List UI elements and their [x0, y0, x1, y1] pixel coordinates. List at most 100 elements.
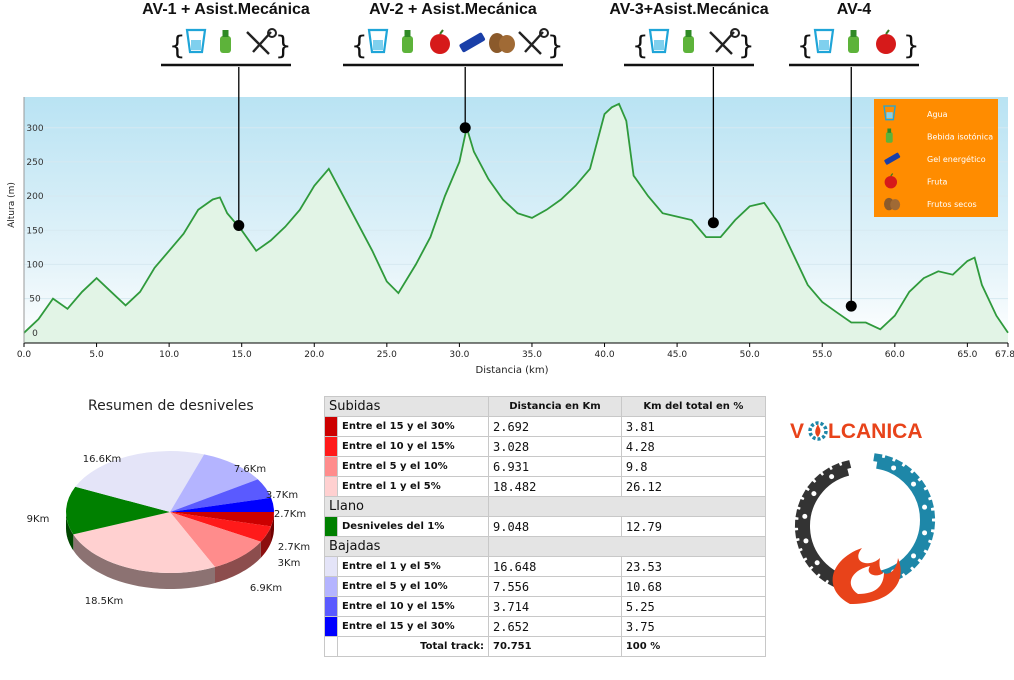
pie-slice-side	[215, 541, 261, 583]
pie-slice-side	[66, 512, 74, 551]
logo-o-flame-icon	[815, 424, 821, 437]
color-swatch	[324, 516, 338, 537]
distance-value: 6.931	[488, 456, 622, 477]
pie-slice-side	[271, 512, 274, 543]
x-tick-label: 0.0	[17, 350, 32, 360]
x-tick-label: 40.0	[595, 350, 615, 360]
row-label: Entre el 10 y el 15%	[337, 596, 489, 617]
pie-slice	[170, 497, 274, 512]
distance-value: 9.048	[488, 516, 622, 537]
pie-chart: 2.7Km 3Km 6.9Km 18.5Km 9Km 16.6Km 7.6Km 3.7Km 2.…	[27, 451, 310, 607]
row-label: Entre el 10 y el 15%	[337, 436, 489, 457]
tools-icon	[709, 28, 740, 55]
brace-open-icon: {	[169, 31, 186, 61]
brace-close-icon: }	[547, 31, 564, 61]
profile-area	[24, 103, 1008, 343]
column-header: Distancia en Km	[488, 396, 622, 417]
energy-gel-icon	[459, 32, 486, 53]
legend-label: Bebida isotónica	[927, 132, 993, 142]
water-cup-icon	[367, 28, 389, 54]
distance-value: 3.714	[488, 596, 622, 617]
y-tick-label: 150	[26, 226, 43, 236]
pie-slice-label: 2.7Km	[274, 509, 306, 520]
x-tick-label: 60.0	[885, 350, 905, 360]
x-axis-title: Distancia (km)	[476, 365, 549, 376]
x-tick-label: 55.0	[812, 350, 832, 360]
pie-slice-label: 3.7Km	[266, 490, 298, 501]
x-tick-label: 30.0	[449, 350, 469, 360]
color-swatch	[324, 476, 338, 497]
fruit-icon	[876, 29, 896, 54]
pie-slice	[75, 451, 205, 512]
x-tick-label: 45.0	[667, 350, 687, 360]
y-axis-title: Altura (m)	[7, 182, 17, 228]
distance-value: 2.692	[488, 416, 622, 437]
percent-value: 4.28	[620, 436, 767, 457]
total-row: Total track: 70.751 100 %	[324, 636, 767, 657]
row-label: Entre el 1 y el 5%	[337, 556, 489, 577]
x-tick-label: 50.0	[740, 350, 760, 360]
color-swatch	[324, 436, 338, 457]
y-tick-label: 0	[32, 329, 38, 339]
table-row: Entre el 1 y el 5% 16.648 23.53	[324, 556, 767, 577]
y-tick-label: 50	[29, 295, 41, 305]
percent-value: 26.12	[620, 476, 767, 497]
percent-value: 3.75	[620, 616, 767, 637]
pie-slice-label: 18.5Km	[85, 596, 124, 607]
y-tick-label: 300	[26, 124, 43, 134]
distance-value: 2.652	[488, 616, 622, 637]
y-tick-label: 100	[26, 260, 43, 270]
pie-title: Resumen de desniveles	[88, 398, 254, 414]
color-swatch	[324, 616, 338, 637]
percent-value: 23.53	[620, 556, 767, 577]
pie-slice-label: 9Km	[27, 514, 50, 525]
water-cup-icon	[883, 105, 896, 121]
percent-value: 3.81	[620, 416, 767, 437]
logo-letter-v: V	[790, 420, 804, 443]
aid-station-title: AV-2 + Asist.Mecánica	[369, 1, 537, 18]
tools-icon	[518, 28, 549, 55]
color-swatch	[324, 456, 338, 477]
table-row: Entre el 5 y el 10% 6.931 9.8	[324, 456, 767, 477]
brace-close-icon: }	[738, 31, 755, 61]
x-tick-label: 25.0	[377, 350, 397, 360]
water-cup-icon	[185, 28, 207, 54]
aid-station-title: AV-1 + Asist.Mecánica	[142, 1, 310, 18]
pie-slice	[170, 479, 272, 512]
station-point	[459, 122, 471, 134]
distance-value: 16.648	[488, 556, 622, 577]
aid-station-marker: {}	[161, 28, 292, 231]
section-header-row: Llano	[324, 496, 766, 517]
logo-o-gear-icon	[808, 421, 828, 441]
section-title: Subidas	[324, 396, 489, 417]
water-cup-icon	[648, 28, 670, 54]
fruit-icon	[884, 173, 898, 189]
table-row: Entre el 1 y el 5% 18.482 26.12	[324, 476, 767, 497]
table-row: Entre el 10 y el 15% 3.028 4.28	[324, 436, 767, 457]
percent-value: 5.25	[620, 596, 767, 617]
station-point	[233, 219, 245, 231]
x-tick-label: 67.8	[995, 350, 1014, 360]
section-title: Bajadas	[324, 536, 489, 557]
table-row: Entre el 10 y el 15% 3.714 5.25	[324, 596, 767, 617]
pie-slice-side	[73, 534, 215, 589]
x-tick-label: 35.0	[522, 350, 542, 360]
section-header-row: Subidas Distancia en Km Km del total en %	[324, 396, 767, 417]
legend-label: Fruta	[927, 178, 948, 187]
x-tick-label: 10.0	[159, 350, 179, 360]
pie-slice	[170, 454, 258, 512]
profile-line	[23, 102, 1009, 334]
isotonic-bottle-icon	[402, 30, 413, 53]
fruit-icon	[430, 29, 450, 54]
total-distance: 70.751	[488, 636, 622, 657]
table-row: Entre el 15 y el 30% 2.652 3.75	[324, 616, 767, 637]
supplies-legend: Agua Bebida isotónica Gel energético Fruta F…	[874, 99, 998, 217]
color-swatch	[324, 576, 338, 597]
distance-value: 7.556	[488, 576, 622, 597]
pie-slice	[170, 512, 271, 542]
percent-value: 9.8	[620, 456, 767, 477]
y-tick-label: 250	[26, 158, 43, 168]
brace-open-icon: {	[351, 31, 368, 61]
distance-value: 3.028	[488, 436, 622, 457]
distance-value: 18.482	[488, 476, 622, 497]
